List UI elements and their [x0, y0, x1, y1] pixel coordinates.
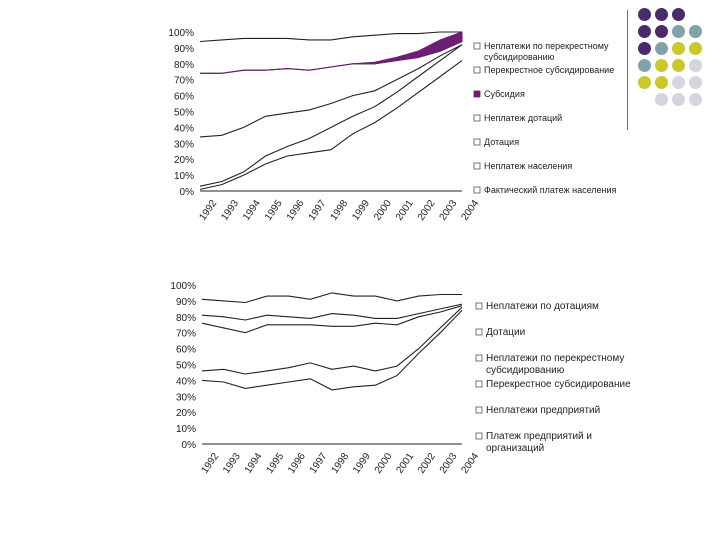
decor-dot [638, 25, 651, 38]
decorative-vertical-line [627, 10, 628, 130]
legend-swatch [475, 302, 483, 310]
legend-swatch [473, 42, 481, 50]
y-tick-label: 0% [182, 440, 197, 451]
legend-swatch [475, 432, 483, 440]
decor-dot [638, 76, 651, 89]
chart1-frame [150, 18, 612, 237]
legend-label: Перекрестное субсидирование [484, 65, 614, 75]
y-tick-label: 30% [176, 392, 196, 403]
series-line [201, 305, 463, 334]
y-tick-label: 10% [176, 424, 196, 435]
legend-label: Неплатеж населения [484, 161, 572, 171]
legend-swatch [475, 406, 483, 414]
y-tick-label: 10% [174, 171, 194, 182]
decor-dot [655, 25, 668, 38]
decor-dot [689, 25, 702, 38]
series-line [199, 44, 463, 138]
legend-swatch [475, 380, 483, 388]
decor-dot [672, 59, 685, 72]
y-tick-label: 0% [180, 187, 195, 198]
y-tick-label: 60% [176, 345, 196, 356]
y-tick-label: 20% [174, 155, 194, 166]
series-line [201, 292, 462, 304]
decor-dot [638, 8, 651, 21]
y-tick-label: 80% [176, 313, 196, 324]
y-tick-label: 80% [174, 60, 194, 71]
decor-dot [672, 25, 685, 38]
chart2-frame [150, 267, 632, 487]
decor-dot [655, 93, 668, 106]
legend-swatch [473, 90, 481, 98]
decor-dot [655, 59, 668, 72]
decor-dot [689, 93, 702, 106]
legend-label: Неплатежи по перекрестному субсидированию [484, 41, 609, 62]
y-tick-label: 40% [174, 123, 194, 134]
decor-dot [638, 59, 651, 72]
decor-dot [672, 42, 685, 55]
decor-dot [672, 8, 685, 21]
y-tick-label: 50% [176, 361, 196, 372]
legend-swatch [475, 328, 483, 336]
decor-dot [655, 42, 668, 55]
legend-swatch [473, 66, 481, 74]
y-tick-label: 70% [174, 76, 194, 87]
decor-dot [689, 42, 702, 55]
series-line [201, 306, 463, 375]
legend-label: Субсидия [484, 89, 525, 99]
legend-label: Дотации [486, 327, 525, 338]
series-line [201, 310, 463, 391]
legend-label: Неплатеж дотаций [484, 113, 562, 123]
series-area-subsidy [200, 31, 463, 74]
legend-swatch [475, 354, 483, 362]
y-tick-label: 20% [176, 408, 196, 419]
decor-dot [655, 76, 668, 89]
series-line [199, 31, 462, 43]
legend-label: Неплатежи по перекрестному субсидированию [486, 353, 624, 376]
decor-dot [655, 8, 668, 21]
legend-swatch [473, 186, 481, 194]
y-tick-label: 90% [176, 297, 196, 308]
y-tick-label: 50% [174, 108, 194, 119]
y-tick-label: 100% [170, 281, 196, 292]
legend-label: Дотация [484, 137, 519, 147]
y-tick-label: 70% [176, 329, 196, 340]
y-tick-label: 100% [168, 28, 194, 39]
decor-dot [638, 42, 651, 55]
legend-label: Неплатежи предприятий [486, 405, 600, 416]
legend-swatch [473, 162, 481, 170]
series-line [199, 44, 463, 187]
legend-swatch [473, 114, 481, 122]
decor-dot [672, 93, 685, 106]
decor-dot [689, 76, 702, 89]
legend-label: Фактический платеж населения [484, 185, 617, 195]
legend-label: Неплатежи по дотациям [486, 301, 599, 312]
y-tick-label: 30% [174, 139, 194, 150]
legend-swatch [473, 138, 481, 146]
decorative-dot-grid [638, 8, 718, 118]
series-line [201, 303, 463, 321]
decor-dot [689, 59, 702, 72]
series-line [199, 60, 463, 190]
y-tick-label: 90% [174, 44, 194, 55]
legend-label: Платеж предприятий и организаций [486, 431, 592, 454]
legend-label: Перекрестное субсидирование [486, 378, 631, 390]
y-tick-label: 60% [174, 92, 194, 103]
y-tick-label: 40% [176, 376, 196, 387]
decor-dot [672, 76, 685, 89]
